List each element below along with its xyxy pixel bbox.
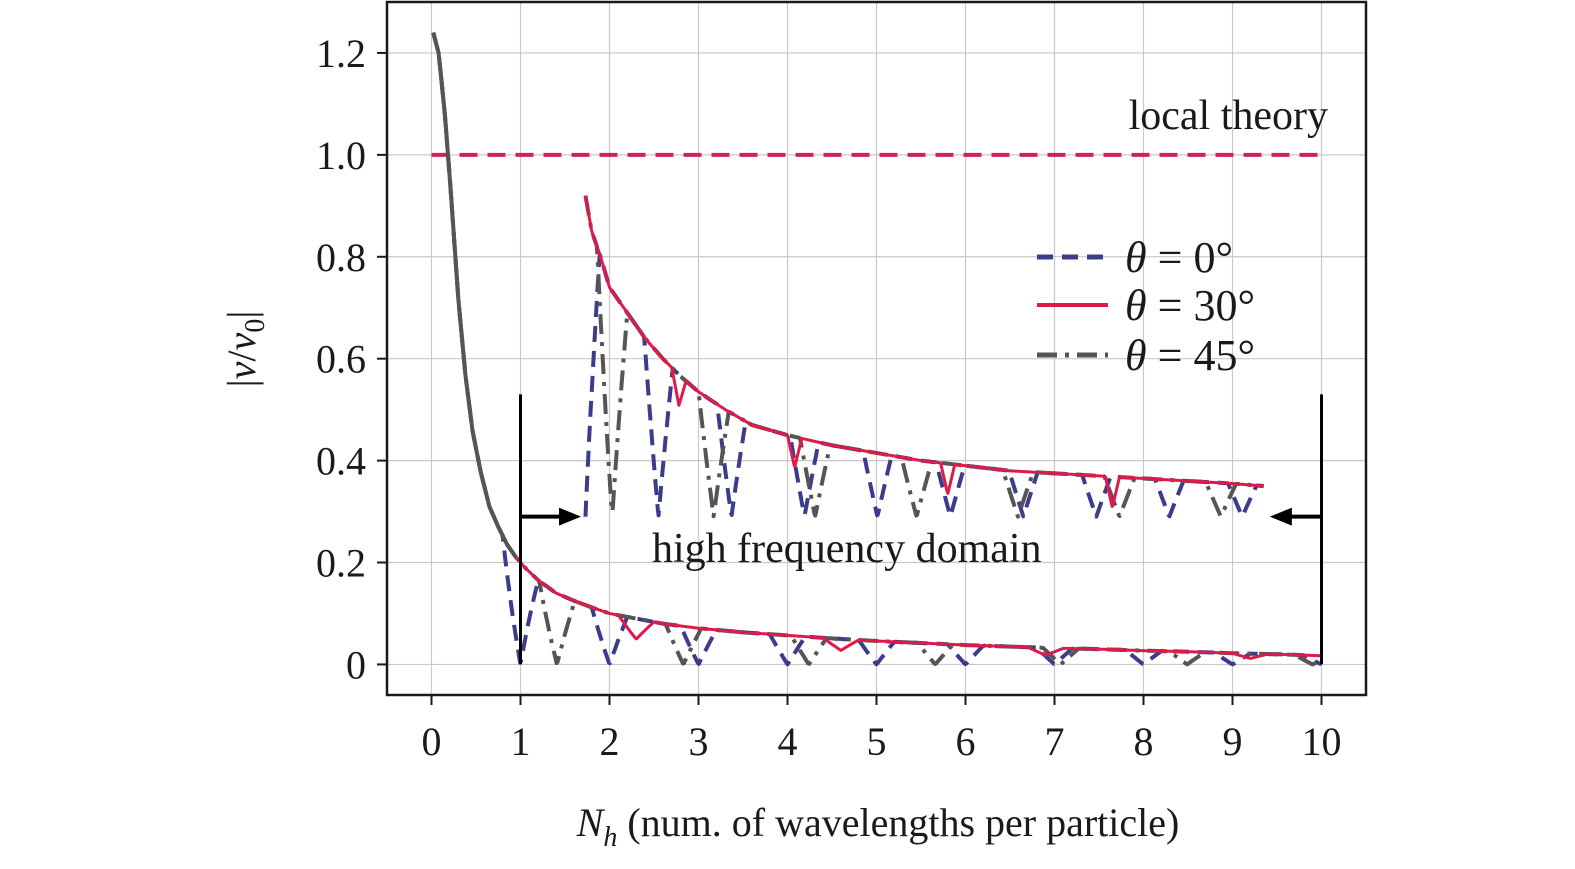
y-tick-label: 1.0 bbox=[316, 133, 366, 178]
legend-label-theta-0: θ = 0° bbox=[1125, 233, 1233, 282]
y-tick-label: 0.8 bbox=[316, 235, 366, 280]
x-tick-label: 3 bbox=[689, 719, 709, 764]
right-arrow-head bbox=[1269, 507, 1292, 526]
y-axis-title: |v/v0| bbox=[219, 311, 271, 388]
y-tick-label: 0.6 bbox=[316, 337, 366, 382]
high-frequency-annotation: high frequency domain bbox=[652, 526, 1042, 572]
series-group bbox=[431, 32, 1323, 667]
y-tick-label: 0.4 bbox=[316, 439, 366, 484]
x-tick-label: 6 bbox=[956, 719, 976, 764]
x-tick-label: 8 bbox=[1134, 719, 1154, 764]
y-tick-label: 0.2 bbox=[316, 541, 366, 586]
ticks bbox=[377, 51, 1323, 705]
x-tick-label: 10 bbox=[1302, 719, 1342, 764]
x-tick-label: 5 bbox=[867, 719, 887, 764]
legend-label-theta-45: θ = 45° bbox=[1125, 331, 1255, 380]
x-tick-label: 4 bbox=[778, 719, 798, 764]
y-tick-label: 0 bbox=[346, 642, 366, 687]
arrow-markers bbox=[519, 394, 1323, 665]
local-theory-label: local theory bbox=[1129, 93, 1328, 139]
x-axis-title: Nh (num. of wavelengths per particle) bbox=[576, 800, 1180, 853]
legend: θ = 0° θ = 30° θ = 45° bbox=[1037, 233, 1255, 380]
x-tick-label: 0 bbox=[422, 719, 442, 764]
legend-label-theta-30: θ = 30° bbox=[1125, 281, 1255, 330]
inset-series-t30 bbox=[584, 195, 1265, 508]
main-series-envelope bbox=[431, 32, 518, 559]
x-tick-label: 7 bbox=[1045, 719, 1065, 764]
x-tick-label: 9 bbox=[1223, 719, 1243, 764]
x-tick-label: 1 bbox=[511, 719, 531, 764]
y-tick-label: 1.2 bbox=[316, 31, 366, 76]
tick-labels: 0 1 2 3 4 5 6 7 8 9 10 0 0.2 0.4 0.6 0.8 1.0 1.2 bbox=[316, 31, 1342, 764]
x-tick-label: 2 bbox=[600, 719, 620, 764]
main-series-t30 bbox=[431, 32, 1322, 660]
left-arrow-head bbox=[559, 507, 582, 526]
